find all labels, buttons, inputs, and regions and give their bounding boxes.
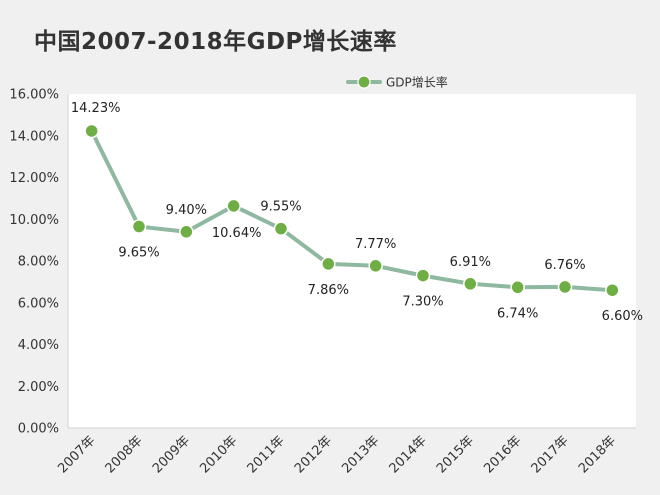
data-point bbox=[415, 268, 431, 283]
x-tick-label: 2008年 bbox=[103, 433, 146, 476]
data-point bbox=[557, 279, 573, 295]
data-label: 6.76% bbox=[544, 258, 585, 273]
data-label: 14.23% bbox=[71, 101, 121, 116]
x-tick-label: 2010年 bbox=[197, 433, 240, 476]
data-label: 7.30% bbox=[402, 295, 443, 310]
data-point bbox=[131, 219, 147, 234]
data-label: 9.40% bbox=[166, 203, 207, 218]
x-tick-label: 2007年 bbox=[55, 433, 98, 476]
x-tick-label: 2014年 bbox=[387, 433, 430, 476]
data-label: 6.91% bbox=[450, 255, 491, 270]
x-tick-label: 2017年 bbox=[529, 433, 572, 476]
y-tick-label: 14.00% bbox=[9, 129, 59, 144]
legend-marker bbox=[357, 75, 371, 89]
data-point bbox=[84, 123, 99, 139]
y-tick-label: 4.00% bbox=[18, 338, 59, 353]
data-point bbox=[605, 282, 620, 298]
data-label: 6.74% bbox=[497, 306, 538, 321]
y-tick-label: 2.00% bbox=[18, 380, 59, 395]
y-tick-label: 12.00% bbox=[9, 171, 59, 186]
data-point bbox=[226, 198, 241, 214]
x-tick-label: 2013年 bbox=[339, 433, 382, 476]
data-point bbox=[368, 258, 383, 274]
chart-title: 中国2007-2018年GDP增长速率 bbox=[34, 29, 397, 55]
x-tick-label: 2018年 bbox=[576, 433, 619, 476]
data-point bbox=[463, 276, 478, 292]
data-point bbox=[321, 256, 336, 272]
y-tick-label: 0.00% bbox=[18, 422, 59, 437]
x-tick-label: 2016年 bbox=[481, 433, 524, 476]
y-tick-label: 16.00% bbox=[9, 88, 59, 103]
data-label: 6.60% bbox=[602, 309, 643, 324]
data-label: 9.65% bbox=[118, 246, 159, 261]
data-label: 10.64% bbox=[212, 226, 262, 241]
data-label: 7.86% bbox=[308, 283, 349, 298]
data-point bbox=[510, 280, 525, 295]
y-tick-label: 8.00% bbox=[18, 255, 59, 270]
data-point bbox=[273, 221, 289, 236]
data-point bbox=[179, 224, 194, 240]
data-label: 9.55% bbox=[260, 200, 301, 215]
x-tick-label: 2011年 bbox=[245, 433, 288, 476]
legend-label: GDP增长率 bbox=[386, 75, 448, 90]
plot-area bbox=[68, 94, 636, 428]
x-tick-label: 2015年 bbox=[434, 433, 477, 476]
data-label: 7.77% bbox=[355, 237, 396, 252]
y-tick-label: 6.00% bbox=[18, 296, 59, 311]
x-tick-label: 2009年 bbox=[150, 433, 193, 476]
x-tick-label: 2012年 bbox=[292, 433, 335, 476]
y-tick-label: 10.00% bbox=[9, 213, 59, 228]
series-line bbox=[89, 128, 615, 293]
